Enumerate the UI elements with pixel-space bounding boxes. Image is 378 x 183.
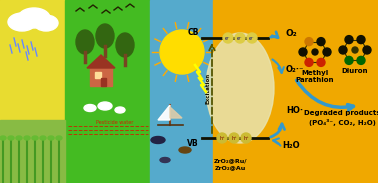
Text: H₂O: H₂O [282, 141, 300, 150]
Circle shape [235, 33, 245, 43]
Bar [95, 72, 101, 78]
Text: O₂: O₂ [286, 29, 298, 38]
Text: h⁺: h⁺ [219, 135, 225, 141]
Circle shape [345, 36, 353, 44]
Circle shape [247, 33, 257, 43]
Ellipse shape [40, 136, 46, 140]
Text: Methyl
Parathion: Methyl Parathion [296, 70, 334, 83]
Text: Diuron: Diuron [342, 68, 368, 74]
Ellipse shape [34, 15, 58, 31]
Polygon shape [158, 105, 170, 120]
Circle shape [241, 133, 251, 143]
Text: Degraded products
(PO₄³⁻, CO₂, H₂O): Degraded products (PO₄³⁻, CO₂, H₂O) [304, 110, 378, 126]
Ellipse shape [18, 8, 50, 28]
Ellipse shape [56, 136, 62, 140]
Bar [101, 78, 106, 86]
Bar [150, 0, 213, 183]
Circle shape [160, 30, 204, 74]
Circle shape [339, 46, 347, 54]
Ellipse shape [98, 102, 112, 110]
Circle shape [352, 47, 358, 53]
Bar [0, 120, 65, 183]
Circle shape [305, 58, 313, 66]
Ellipse shape [32, 136, 38, 140]
Circle shape [312, 49, 318, 55]
Text: e⁻: e⁻ [225, 36, 231, 40]
Text: Pesticide water: Pesticide water [96, 119, 134, 124]
Ellipse shape [0, 136, 6, 140]
Circle shape [229, 133, 239, 143]
Ellipse shape [48, 136, 54, 140]
Text: ZrO₂@Ru/
ZrO₂@Au: ZrO₂@Ru/ ZrO₂@Au [213, 158, 247, 170]
Ellipse shape [151, 137, 165, 143]
Circle shape [217, 133, 227, 143]
Bar [213, 0, 378, 183]
Text: O₂·⁻: O₂·⁻ [286, 65, 304, 74]
Text: CB: CB [187, 28, 199, 37]
Ellipse shape [160, 158, 170, 163]
Polygon shape [87, 55, 115, 68]
Bar [0, 0, 65, 183]
Text: VB: VB [187, 139, 199, 148]
Circle shape [305, 38, 313, 46]
Ellipse shape [96, 24, 114, 48]
Circle shape [323, 48, 331, 56]
Ellipse shape [179, 147, 191, 153]
Ellipse shape [116, 33, 134, 57]
Ellipse shape [84, 104, 96, 111]
Circle shape [317, 38, 325, 46]
Text: e⁻: e⁻ [249, 36, 255, 40]
Ellipse shape [115, 107, 125, 113]
Circle shape [363, 46, 371, 54]
Ellipse shape [206, 33, 274, 143]
Ellipse shape [76, 30, 94, 54]
Text: e⁻: e⁻ [237, 36, 243, 40]
Circle shape [317, 58, 325, 66]
Circle shape [357, 36, 365, 44]
Ellipse shape [8, 136, 14, 140]
Ellipse shape [24, 136, 30, 140]
Text: h⁺: h⁺ [243, 135, 249, 141]
Ellipse shape [16, 136, 22, 140]
Bar [65, 0, 150, 183]
Circle shape [299, 48, 307, 56]
Text: HO·: HO· [286, 106, 303, 115]
Text: h⁺: h⁺ [231, 135, 237, 141]
Circle shape [223, 33, 233, 43]
Polygon shape [170, 107, 182, 118]
Text: Excitation: Excitation [206, 72, 211, 104]
Bar [90, 68, 112, 86]
Circle shape [345, 56, 353, 64]
Ellipse shape [8, 13, 36, 31]
Circle shape [357, 56, 365, 64]
